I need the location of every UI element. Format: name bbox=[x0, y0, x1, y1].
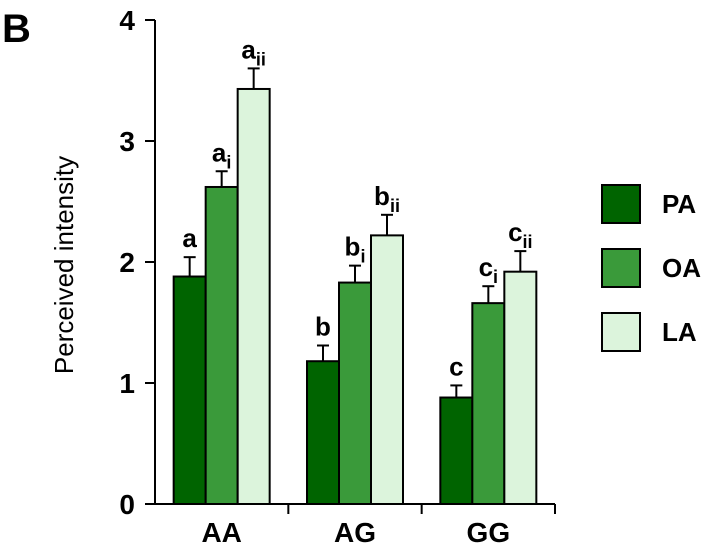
legend-label-oa: OA bbox=[662, 253, 701, 283]
y-tick-label: 3 bbox=[119, 126, 135, 157]
bar-pa-aa bbox=[172, 275, 207, 505]
y-tick-label: 4 bbox=[119, 5, 135, 36]
bar-significance-label: ci bbox=[479, 252, 498, 287]
bar-pa-ag bbox=[306, 360, 340, 505]
legend-label-la: LA bbox=[662, 317, 697, 347]
bar-la-gg bbox=[503, 270, 538, 505]
legend-swatch-oa bbox=[601, 248, 641, 288]
bar-significance-label: a bbox=[182, 223, 197, 253]
bar-significance-label: cii bbox=[508, 217, 532, 252]
bar-significance-label: aii bbox=[241, 34, 265, 69]
legend-swatch-pa bbox=[601, 184, 641, 224]
x-tick-label: AA bbox=[201, 517, 241, 548]
y-axis-label: Perceived intensity bbox=[49, 156, 79, 374]
bar-la-ag bbox=[370, 234, 404, 505]
x-tick-label: AG bbox=[334, 517, 376, 548]
y-tick-label: 2 bbox=[119, 247, 135, 278]
legend-label-pa: PA bbox=[662, 189, 696, 219]
legend: PA OA LA bbox=[601, 184, 701, 352]
bar-significance-label: ai bbox=[212, 137, 231, 172]
y-tick-label: 1 bbox=[119, 368, 135, 399]
bar-significance-label: c bbox=[449, 351, 463, 381]
bar-oa-gg bbox=[471, 302, 506, 506]
bar-oa-aa bbox=[204, 185, 239, 505]
bar-significance-label: bii bbox=[374, 181, 400, 216]
x-tick-label: GG bbox=[467, 517, 511, 548]
legend-swatch-la bbox=[601, 312, 641, 352]
bar-la-aa bbox=[236, 87, 271, 505]
y-tick-label: 0 bbox=[119, 489, 135, 520]
panel-label: B bbox=[2, 7, 31, 51]
bar-pa-gg bbox=[439, 396, 474, 505]
bar-oa-ag bbox=[338, 281, 372, 505]
bar-significance-label: bi bbox=[345, 232, 366, 267]
bar-significance-label: b bbox=[315, 311, 331, 341]
